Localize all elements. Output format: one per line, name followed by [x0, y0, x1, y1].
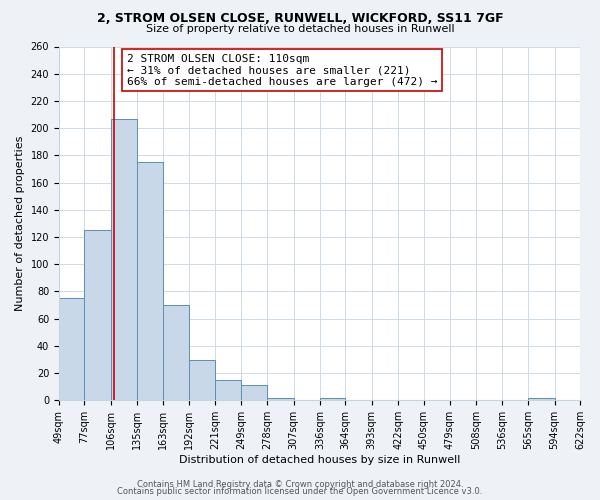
- Bar: [320, 398, 346, 400]
- Bar: [59, 298, 85, 400]
- Bar: [189, 360, 215, 401]
- Bar: [215, 380, 241, 400]
- Text: 2 STROM OLSEN CLOSE: 110sqm
← 31% of detached houses are smaller (221)
66% of se: 2 STROM OLSEN CLOSE: 110sqm ← 31% of det…: [127, 54, 437, 87]
- Bar: [241, 386, 267, 400]
- Text: Contains HM Land Registry data © Crown copyright and database right 2024.: Contains HM Land Registry data © Crown c…: [137, 480, 463, 489]
- Bar: [85, 230, 111, 400]
- X-axis label: Distribution of detached houses by size in Runwell: Distribution of detached houses by size …: [179, 455, 460, 465]
- Bar: [137, 162, 163, 400]
- Bar: [267, 398, 293, 400]
- Y-axis label: Number of detached properties: Number of detached properties: [15, 136, 25, 311]
- Bar: [111, 118, 137, 400]
- Text: Size of property relative to detached houses in Runwell: Size of property relative to detached ho…: [146, 24, 454, 34]
- Text: 2, STROM OLSEN CLOSE, RUNWELL, WICKFORD, SS11 7GF: 2, STROM OLSEN CLOSE, RUNWELL, WICKFORD,…: [97, 12, 503, 26]
- Text: Contains public sector information licensed under the Open Government Licence v3: Contains public sector information licen…: [118, 487, 482, 496]
- Bar: [163, 305, 189, 400]
- Bar: [528, 398, 554, 400]
